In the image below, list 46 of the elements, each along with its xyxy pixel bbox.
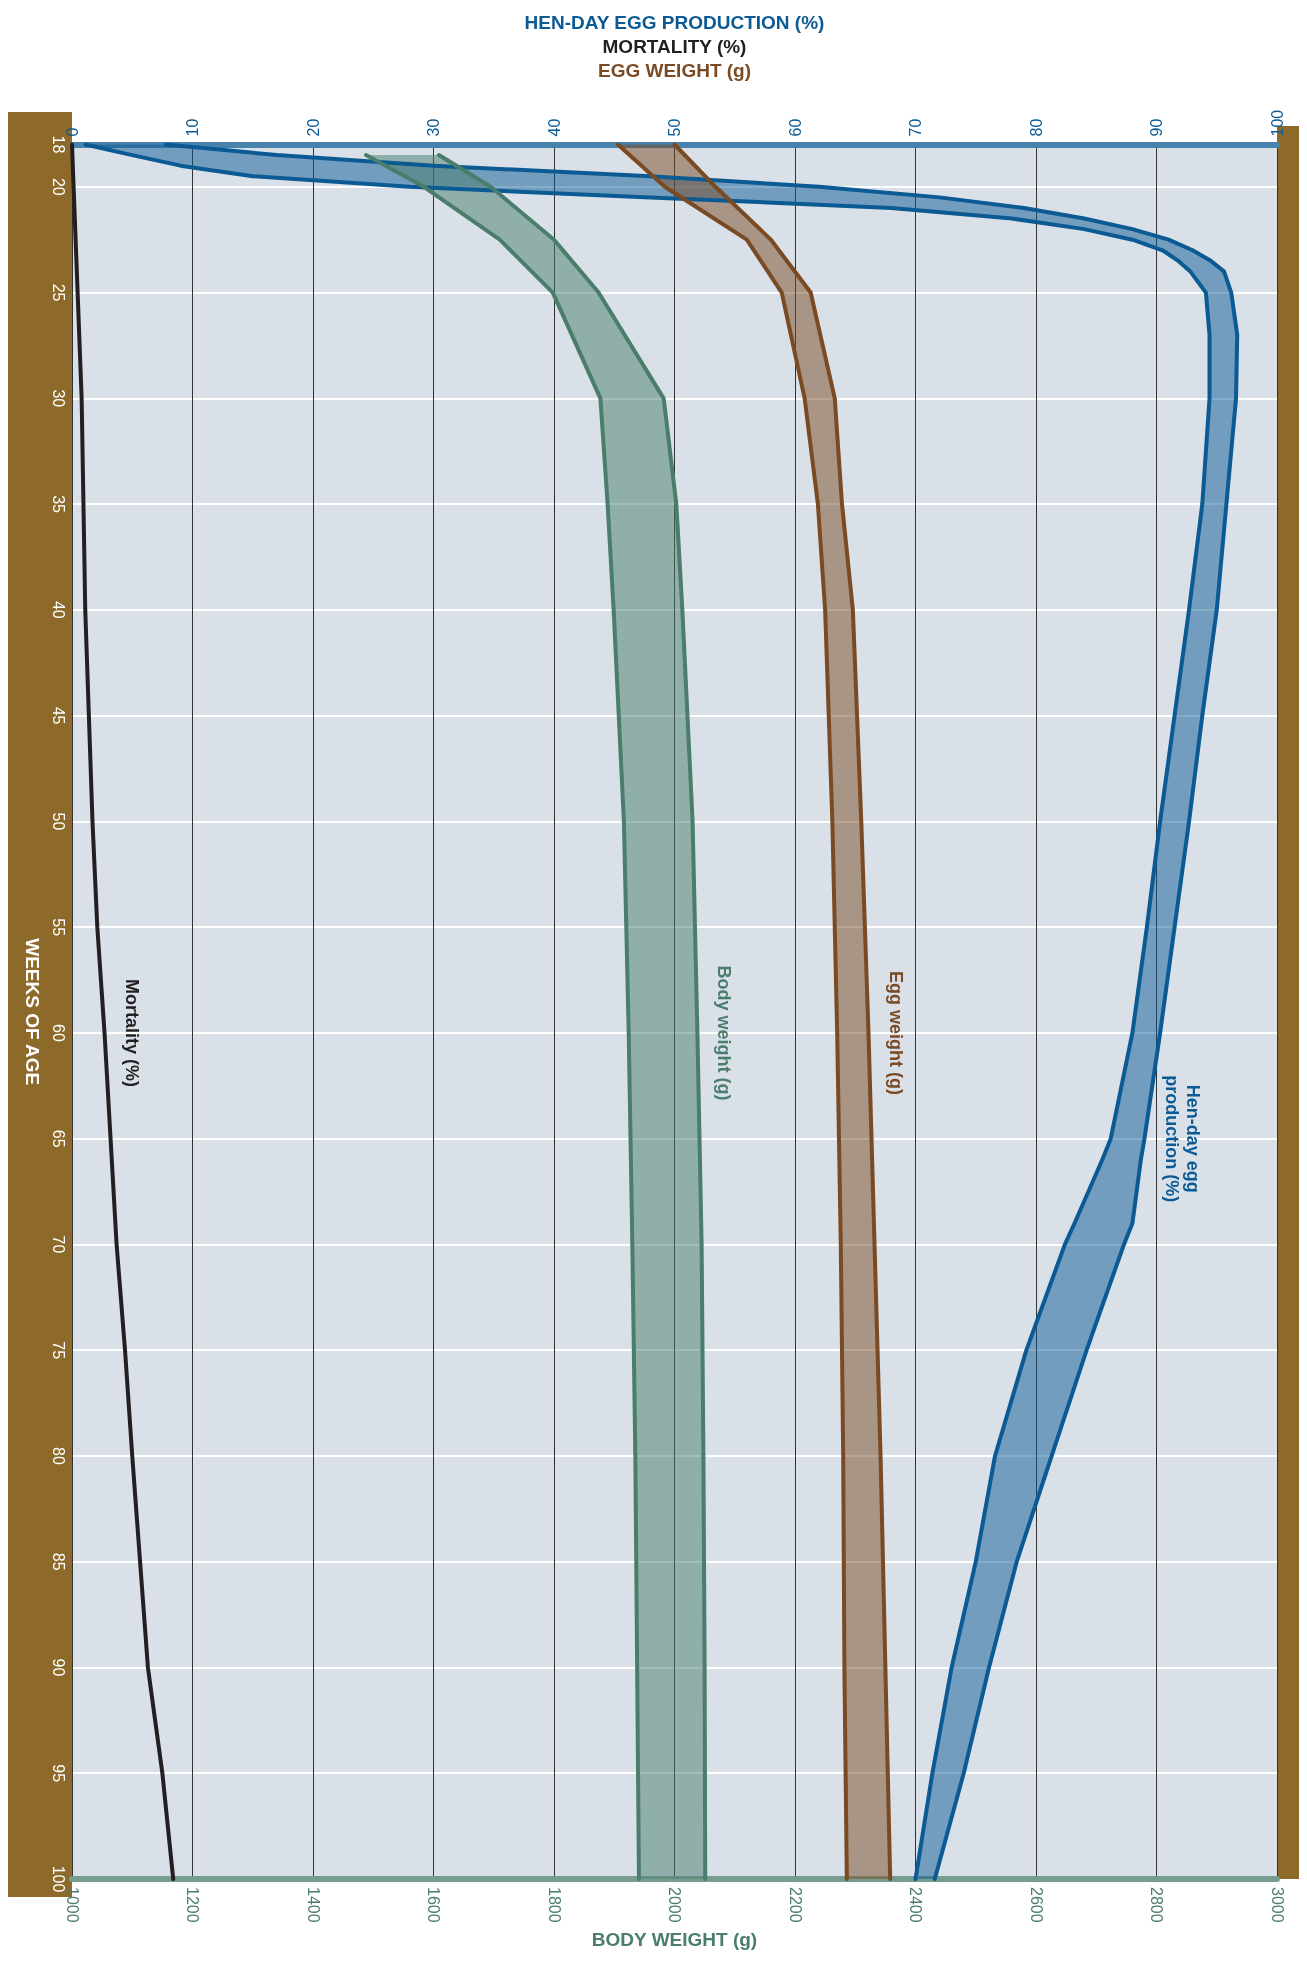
y-tick-label: 50 bbox=[49, 812, 67, 831]
x2-tick-label: 90 bbox=[1148, 118, 1165, 137]
y-tick-label: 35 bbox=[49, 495, 67, 514]
x2-tick-label: 70 bbox=[907, 118, 924, 137]
y-tick-label: 85 bbox=[49, 1552, 67, 1571]
x-tick-label: 2200 bbox=[786, 1887, 804, 1923]
y-tick-label: 100 bbox=[49, 1865, 67, 1893]
x2-tick-label: 20 bbox=[304, 118, 322, 137]
x2-tick-label: 30 bbox=[425, 118, 442, 137]
y-tick-label: 18 bbox=[49, 135, 67, 154]
x2-tick-label: 80 bbox=[1027, 118, 1045, 137]
y-tick-label: 90 bbox=[49, 1658, 67, 1677]
y-tick-label: 30 bbox=[49, 389, 67, 408]
x2-tick-label: 50 bbox=[666, 118, 683, 137]
x-tick-label: 1200 bbox=[184, 1887, 201, 1923]
y-tick-label: 75 bbox=[49, 1341, 67, 1360]
y-tick-label: 70 bbox=[49, 1235, 67, 1254]
y-tick-label: 25 bbox=[49, 283, 67, 302]
y-tick-label: 20 bbox=[49, 177, 67, 196]
x-tick-label: 1400 bbox=[304, 1887, 322, 1923]
text: Mortality (%) bbox=[121, 978, 142, 1087]
y-tick-label: 55 bbox=[49, 918, 67, 937]
y-tick-label: 40 bbox=[49, 600, 67, 619]
x2-tick-label: 40 bbox=[545, 118, 563, 137]
x-tick-label: 1600 bbox=[425, 1887, 442, 1923]
y-tick-label: 65 bbox=[49, 1129, 67, 1148]
x-tick-label: 2800 bbox=[1148, 1887, 1165, 1923]
x-tick-label: 2000 bbox=[666, 1887, 683, 1923]
y-axis-title: WEEKS OF AGE bbox=[22, 938, 44, 1086]
x2-tick-label: 60 bbox=[786, 118, 804, 137]
x-tick-label: 2600 bbox=[1027, 1887, 1045, 1923]
x2-axis-title: HEN-DAY EGG PRODUCTION (%) MORTALITY (%) EGG WEIGHT (g) bbox=[524, 12, 825, 81]
y-tick-label: 95 bbox=[49, 1764, 67, 1783]
x-tick-label: 3000 bbox=[1268, 1887, 1286, 1923]
text: Hen-day egg production (%) bbox=[1161, 1075, 1203, 1203]
x-axis-title: BODY WEIGHT (g) bbox=[591, 1929, 758, 1951]
x2-tick-label: 0 bbox=[63, 127, 81, 137]
text: Body weight (g) bbox=[714, 965, 735, 1101]
x-tick-label: 2400 bbox=[907, 1887, 924, 1923]
y-tick-label: 45 bbox=[49, 706, 67, 725]
y-tick-label: 80 bbox=[49, 1447, 67, 1465]
x2-tick-label: 100 bbox=[1268, 109, 1286, 137]
text: Egg weight (g) bbox=[885, 970, 906, 1095]
x-tick-label: 1800 bbox=[545, 1887, 563, 1923]
y-tick-label: 60 bbox=[49, 1024, 67, 1042]
x2-tick-label: 10 bbox=[184, 118, 201, 137]
